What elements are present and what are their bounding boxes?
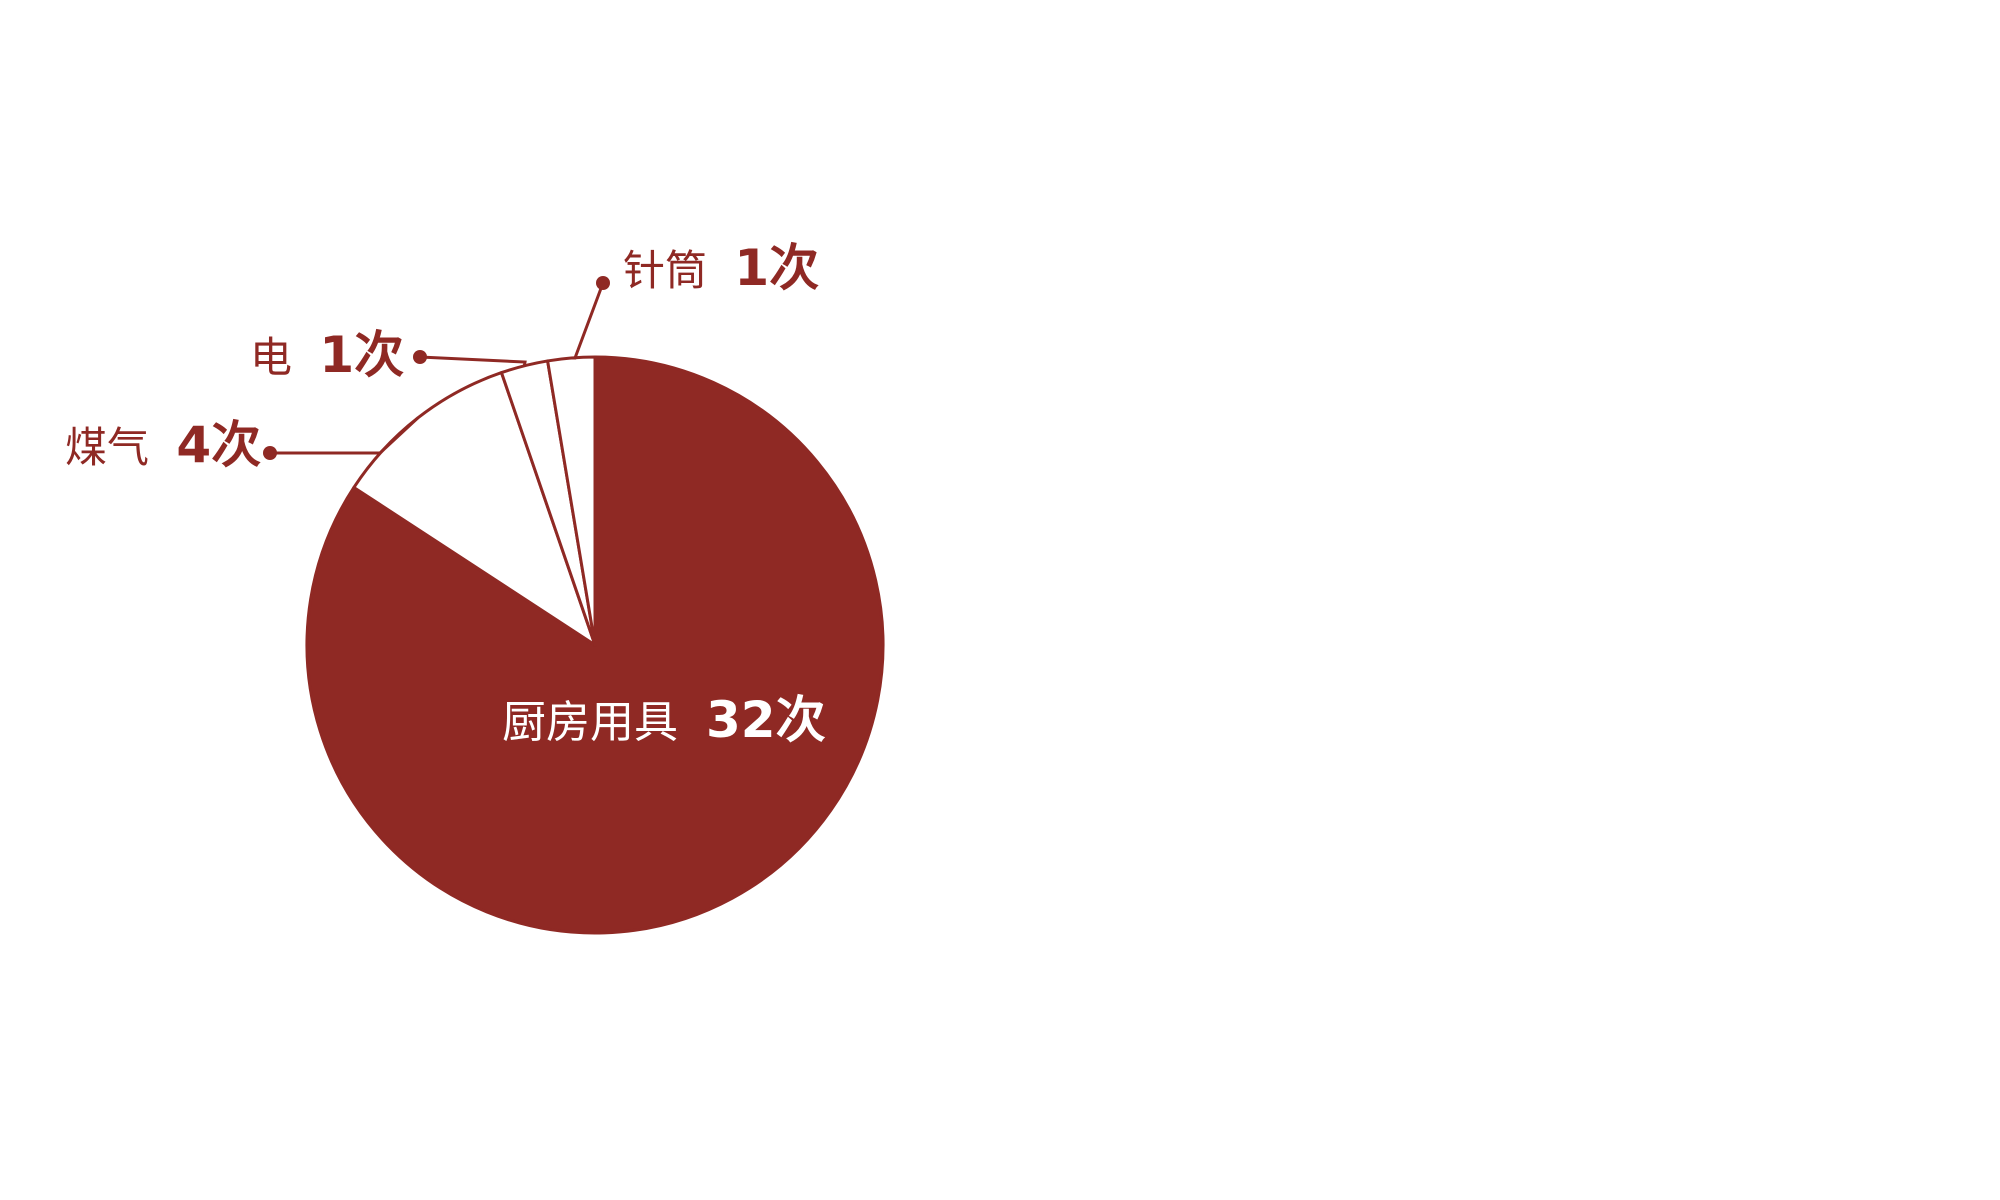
slice-label-gas-value: 4次 xyxy=(176,416,261,474)
slice-label-electricity: 电 1次 xyxy=(250,326,404,384)
leader-dot-electricity xyxy=(413,350,427,364)
slice-label-syringe-value: 1次 xyxy=(734,239,819,297)
slice-label-syringe: 针筒 1次 xyxy=(623,239,819,297)
slice-label-electricity-name: 电 xyxy=(250,333,292,382)
leader-line-electricity xyxy=(419,355,527,367)
slice-label-electricity-value: 1次 xyxy=(319,326,404,384)
leader-line-gas xyxy=(270,416,420,455)
slice-label-kitchenware-name: 厨房用具 xyxy=(502,697,678,748)
leader-dot-syringe xyxy=(596,276,610,290)
leader-line-syringe xyxy=(571,282,605,360)
slice-label-kitchenware-value: 32次 xyxy=(706,691,826,749)
pie-slices xyxy=(305,355,885,935)
slice-label-syringe-name: 针筒 xyxy=(623,246,707,295)
slice-label-gas: 煤气 4次 xyxy=(65,416,261,474)
slice-label-kitchenware: 厨房用具 32次 xyxy=(502,691,826,749)
leader-lines xyxy=(263,276,610,460)
leader-dot-gas xyxy=(263,446,277,460)
slice-label-gas-name: 煤气 xyxy=(65,423,149,472)
